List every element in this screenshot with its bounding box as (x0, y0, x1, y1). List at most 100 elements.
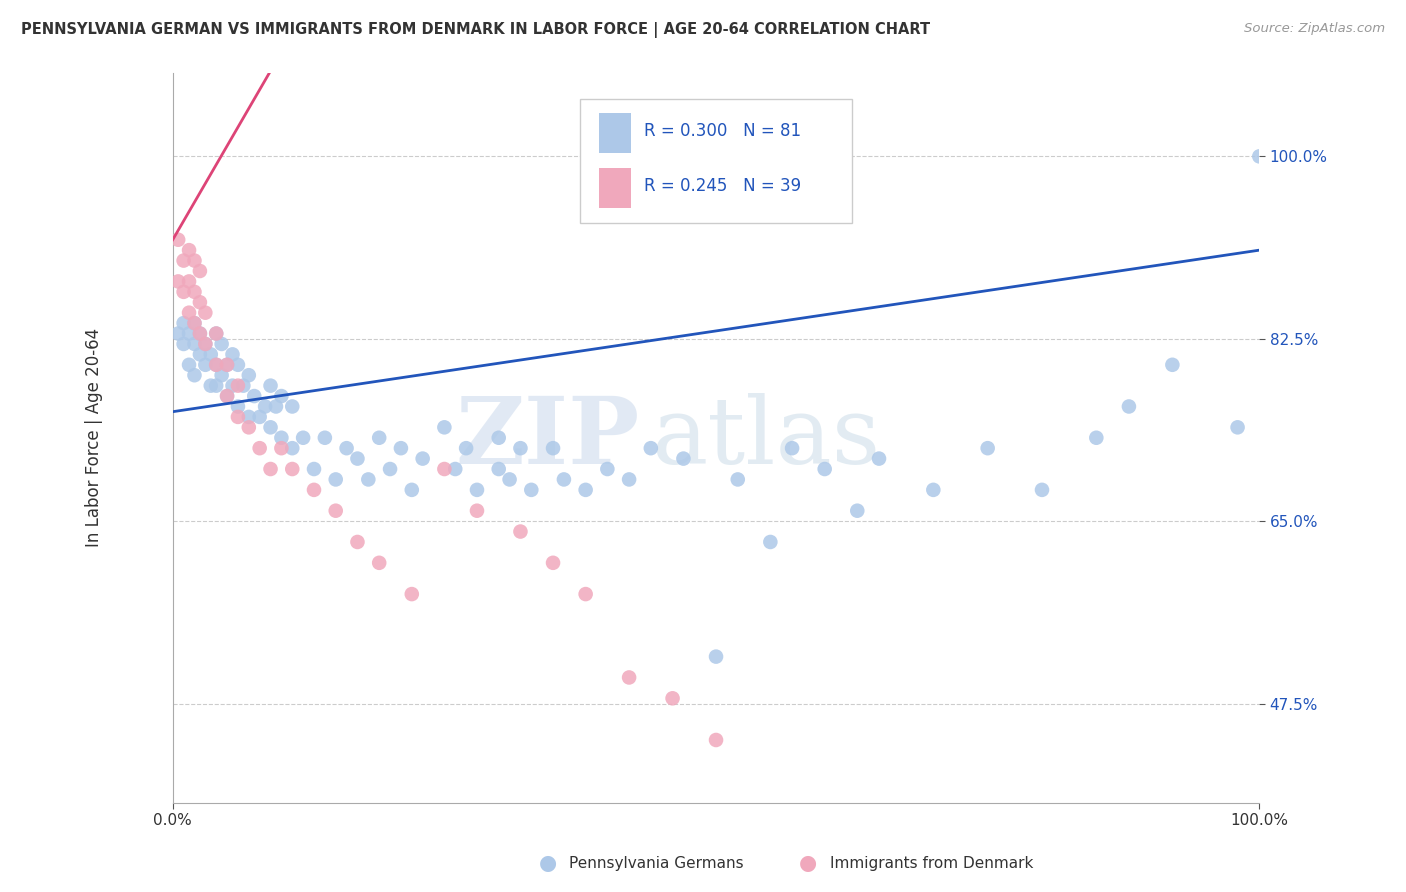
Text: ZIP: ZIP (456, 392, 640, 483)
Point (704, 649, 727, 664)
Point (188, 264, 211, 278)
Point (465, 483, 488, 497)
Point (167, 274, 190, 288)
Point (325, 504, 347, 518)
Point (226, 409, 249, 424)
Point (412, 451, 434, 466)
Point (1226, 420, 1249, 434)
Point (357, 472, 380, 486)
Point (378, 462, 401, 476)
Point (325, 472, 347, 486)
Point (264, 400, 287, 414)
Point (226, 358, 249, 372)
Point (498, 472, 520, 486)
Point (259, 462, 281, 476)
Point (188, 326, 211, 341)
Point (922, 483, 945, 497)
Point (302, 483, 325, 497)
Point (205, 378, 228, 392)
Point (238, 420, 260, 434)
Text: ●: ● (800, 854, 817, 873)
Point (232, 378, 254, 392)
Point (314, 431, 336, 445)
Point (596, 462, 619, 476)
Point (575, 483, 598, 497)
Point (226, 400, 249, 414)
Point (194, 306, 217, 320)
Point (488, 431, 510, 445)
Point (780, 441, 803, 455)
Point (259, 378, 281, 392)
Point (188, 326, 211, 341)
Point (183, 316, 205, 330)
Point (346, 535, 368, 549)
Point (640, 441, 662, 455)
Point (433, 420, 456, 434)
Point (177, 243, 200, 257)
Text: Immigrants from Denmark: Immigrants from Denmark (830, 856, 1033, 871)
Point (465, 504, 488, 518)
Point (211, 337, 233, 351)
Point (1118, 400, 1140, 414)
Point (205, 358, 228, 372)
Point (167, 326, 190, 341)
Point (444, 462, 467, 476)
Point (661, 691, 683, 706)
Point (211, 368, 233, 383)
Point (221, 347, 243, 361)
Point (221, 378, 243, 392)
Point (183, 285, 205, 299)
Point (520, 483, 543, 497)
Point (173, 337, 195, 351)
Point (401, 587, 423, 601)
Point (553, 472, 575, 486)
Text: R = 0.300   N = 81: R = 0.300 N = 81 (644, 122, 801, 140)
Point (205, 358, 228, 372)
Point (846, 504, 869, 518)
Point (281, 441, 304, 455)
Point (270, 441, 292, 455)
Point (183, 253, 205, 268)
Point (183, 368, 205, 383)
Point (456, 441, 478, 455)
Text: Pennsylvania Germans: Pennsylvania Germans (569, 856, 744, 871)
Point (177, 306, 200, 320)
Point (205, 326, 228, 341)
Point (672, 451, 695, 466)
Point (194, 358, 217, 372)
Text: R = 0.245   N = 39: R = 0.245 N = 39 (644, 177, 801, 195)
Point (183, 337, 205, 351)
Point (243, 389, 266, 403)
Point (173, 285, 195, 299)
Point (188, 347, 211, 361)
Point (389, 441, 412, 455)
Point (177, 274, 200, 288)
Point (194, 337, 217, 351)
Point (254, 400, 277, 414)
Bar (599, 113, 631, 153)
Point (217, 389, 239, 403)
Point (249, 409, 271, 424)
Bar (599, 168, 631, 208)
Point (281, 462, 304, 476)
Point (868, 451, 890, 466)
Point (1085, 431, 1108, 445)
Point (1031, 483, 1053, 497)
Point (488, 462, 510, 476)
Point (249, 441, 271, 455)
Point (217, 358, 239, 372)
Point (1249, 149, 1271, 163)
Point (238, 368, 260, 383)
Point (200, 378, 222, 392)
Point (509, 441, 531, 455)
Point (292, 431, 315, 445)
Point (617, 670, 640, 684)
Point (194, 337, 217, 351)
Point (167, 233, 190, 247)
Point (205, 326, 228, 341)
Point (759, 535, 782, 549)
Point (173, 316, 195, 330)
Point (270, 431, 292, 445)
Point (433, 462, 456, 476)
Point (270, 389, 292, 403)
